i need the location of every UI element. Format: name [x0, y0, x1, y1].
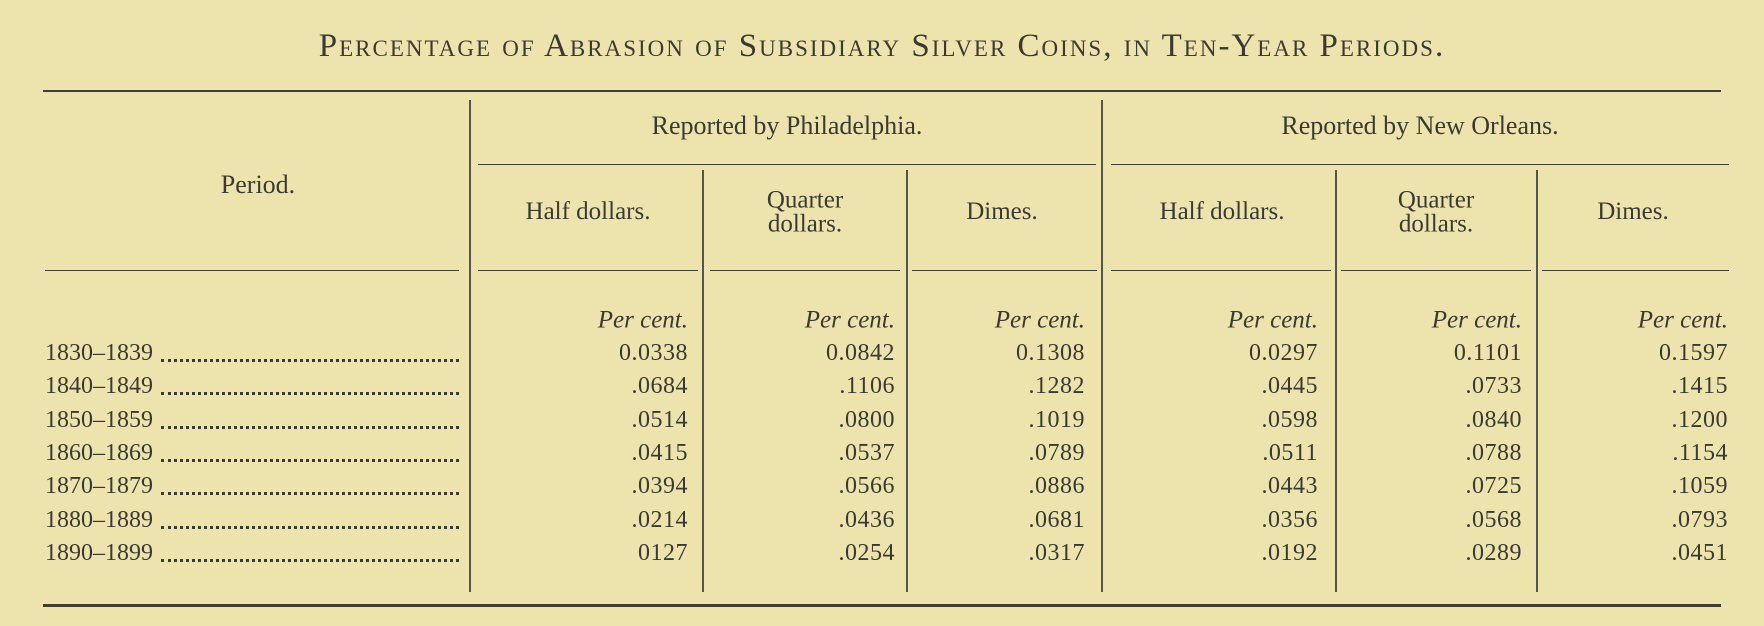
cell-value: .0394	[631, 473, 688, 500]
column-header: Quarter dollars.	[1397, 186, 1475, 237]
cell-value: .0725	[1465, 473, 1522, 500]
column-header: Dimes.	[966, 198, 1038, 226]
period-header: Period.	[220, 170, 296, 199]
cell-value: .0451	[1671, 539, 1728, 566]
cell-value: .0289	[1465, 539, 1522, 566]
cell-value: .1106	[839, 373, 895, 400]
cell-value: 0.0842	[826, 340, 895, 366]
cell-value: .0800	[838, 406, 895, 433]
column-rule	[906, 170, 908, 592]
cell-value: .1282	[1028, 373, 1085, 400]
rule	[1111, 164, 1729, 165]
cell-value: .1154	[1672, 439, 1728, 466]
rule	[43, 604, 1721, 607]
cell-value: .0514	[631, 406, 688, 433]
leader-dots	[161, 392, 459, 396]
cell-value: .0511	[1262, 439, 1318, 466]
rule	[710, 270, 900, 271]
period-label: 1830–1839	[45, 340, 153, 366]
unit-label: Per cent.	[597, 306, 688, 334]
unit-label: Per cent.	[1227, 306, 1318, 334]
cell-value: .0598	[1261, 406, 1318, 433]
rule	[478, 270, 698, 271]
cell-value: .1059	[1671, 473, 1728, 500]
unit-label: Per cent.	[1431, 306, 1522, 334]
rule	[1341, 270, 1531, 271]
cell-value: .0443	[1261, 473, 1318, 500]
cell-value: .0681	[1028, 506, 1085, 533]
rule	[1542, 270, 1729, 271]
unit-label: Per cent.	[1637, 306, 1728, 334]
column-header: Half dollars.	[525, 198, 651, 226]
table-title: Percentage of Abrasion of Subsidiary Sil…	[318, 28, 1446, 64]
column-header: Half dollars.	[1159, 198, 1285, 226]
cell-value: .0793	[1671, 506, 1728, 533]
leader-dots	[161, 525, 459, 529]
cell-value: .0214	[631, 506, 688, 533]
rule	[1111, 270, 1331, 271]
cell-value: 0.0338	[619, 340, 688, 366]
period-label: 1870–1879	[45, 473, 153, 500]
unit-label: Per cent.	[994, 306, 1085, 334]
leader-dots	[161, 359, 459, 362]
cell-value: 0.1101	[1453, 340, 1522, 366]
group-header: Reported by New Orleans.	[1281, 111, 1559, 140]
cell-value: .0192	[1261, 539, 1318, 566]
leader-dots	[161, 425, 459, 429]
cell-value: .0436	[838, 506, 895, 533]
cell-value: .1415	[1671, 373, 1728, 400]
column-rule	[1335, 170, 1337, 592]
cell-value: 0.0297	[1249, 340, 1318, 366]
leader-dots	[161, 558, 459, 562]
period-label: 1850–1859	[45, 406, 153, 433]
column-rule	[1101, 100, 1103, 592]
cell-value: .0356	[1261, 506, 1318, 533]
group-header: Reported by Philadelphia.	[651, 111, 923, 140]
cell-value: .1019	[1028, 406, 1085, 433]
period-label: 1860–1869	[45, 439, 153, 466]
cell-value: .0886	[1028, 473, 1085, 500]
cell-value: .0566	[838, 473, 895, 500]
column-rule	[702, 170, 704, 592]
cell-value: .0254	[838, 539, 895, 566]
cell-value: 0.1597	[1659, 340, 1728, 366]
column-header: Quarter dollars.	[766, 186, 844, 237]
cell-value: .0568	[1465, 506, 1522, 533]
rule	[478, 164, 1096, 165]
column-header: Dimes.	[1597, 198, 1669, 226]
column-rule	[469, 100, 471, 592]
period-label: 1840–1849	[45, 373, 153, 400]
cell-value: 0127	[638, 539, 688, 566]
column-rule	[1536, 170, 1538, 592]
rule	[912, 270, 1097, 271]
cell-value: 0.1308	[1016, 340, 1085, 366]
rule	[43, 90, 1721, 92]
leader-dots	[161, 492, 459, 496]
cell-value: .0684	[631, 373, 688, 400]
cell-value: .0789	[1028, 439, 1085, 466]
unit-label: Per cent.	[804, 306, 895, 334]
cell-value: .0788	[1465, 439, 1522, 466]
period-label: 1880–1889	[45, 506, 153, 533]
cell-value: .0840	[1465, 406, 1522, 433]
period-label: 1890–1899	[45, 539, 153, 566]
cell-value: .1200	[1671, 406, 1728, 433]
cell-value: .0317	[1028, 539, 1085, 566]
cell-value: .0733	[1465, 373, 1522, 400]
cell-value: .0537	[838, 439, 895, 466]
cell-value: .0415	[631, 439, 688, 466]
leader-dots	[161, 458, 459, 462]
cell-value: .0445	[1261, 373, 1318, 400]
rule	[45, 270, 459, 271]
